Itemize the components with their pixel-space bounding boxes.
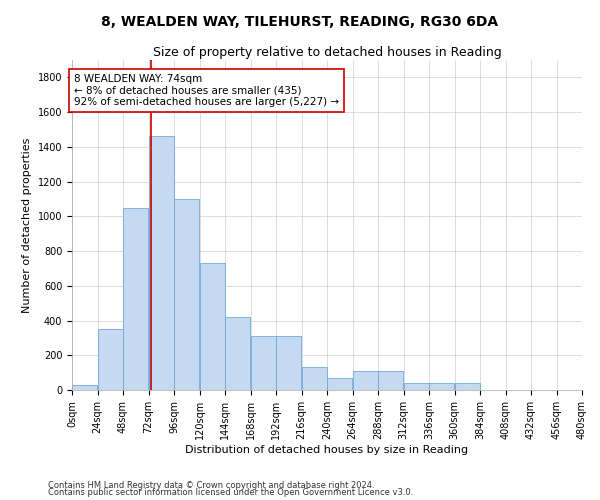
Bar <box>404 383 429 390</box>
Text: 8, WEALDEN WAY, TILEHURST, READING, RG30 6DA: 8, WEALDEN WAY, TILEHURST, READING, RG30… <box>101 15 499 29</box>
Bar <box>98 329 123 390</box>
Bar <box>200 263 225 390</box>
Bar <box>251 336 276 390</box>
Bar <box>276 336 301 390</box>
X-axis label: Distribution of detached houses by size in Reading: Distribution of detached houses by size … <box>185 444 469 454</box>
Bar <box>327 378 352 390</box>
Text: 8 WEALDEN WAY: 74sqm
← 8% of detached houses are smaller (435)
92% of semi-detac: 8 WEALDEN WAY: 74sqm ← 8% of detached ho… <box>74 74 339 107</box>
Bar <box>378 371 403 390</box>
Bar <box>123 208 148 390</box>
Text: Contains HM Land Registry data © Crown copyright and database right 2024.: Contains HM Land Registry data © Crown c… <box>48 480 374 490</box>
Bar <box>353 371 378 390</box>
Y-axis label: Number of detached properties: Number of detached properties <box>22 138 32 312</box>
Bar <box>455 383 480 390</box>
Bar <box>72 385 97 390</box>
Text: Contains public sector information licensed under the Open Government Licence v3: Contains public sector information licen… <box>48 488 413 497</box>
Title: Size of property relative to detached houses in Reading: Size of property relative to detached ho… <box>152 46 502 59</box>
Bar <box>174 199 199 390</box>
Bar <box>149 136 174 390</box>
Bar <box>225 317 250 390</box>
Bar <box>302 368 327 390</box>
Bar <box>429 383 454 390</box>
